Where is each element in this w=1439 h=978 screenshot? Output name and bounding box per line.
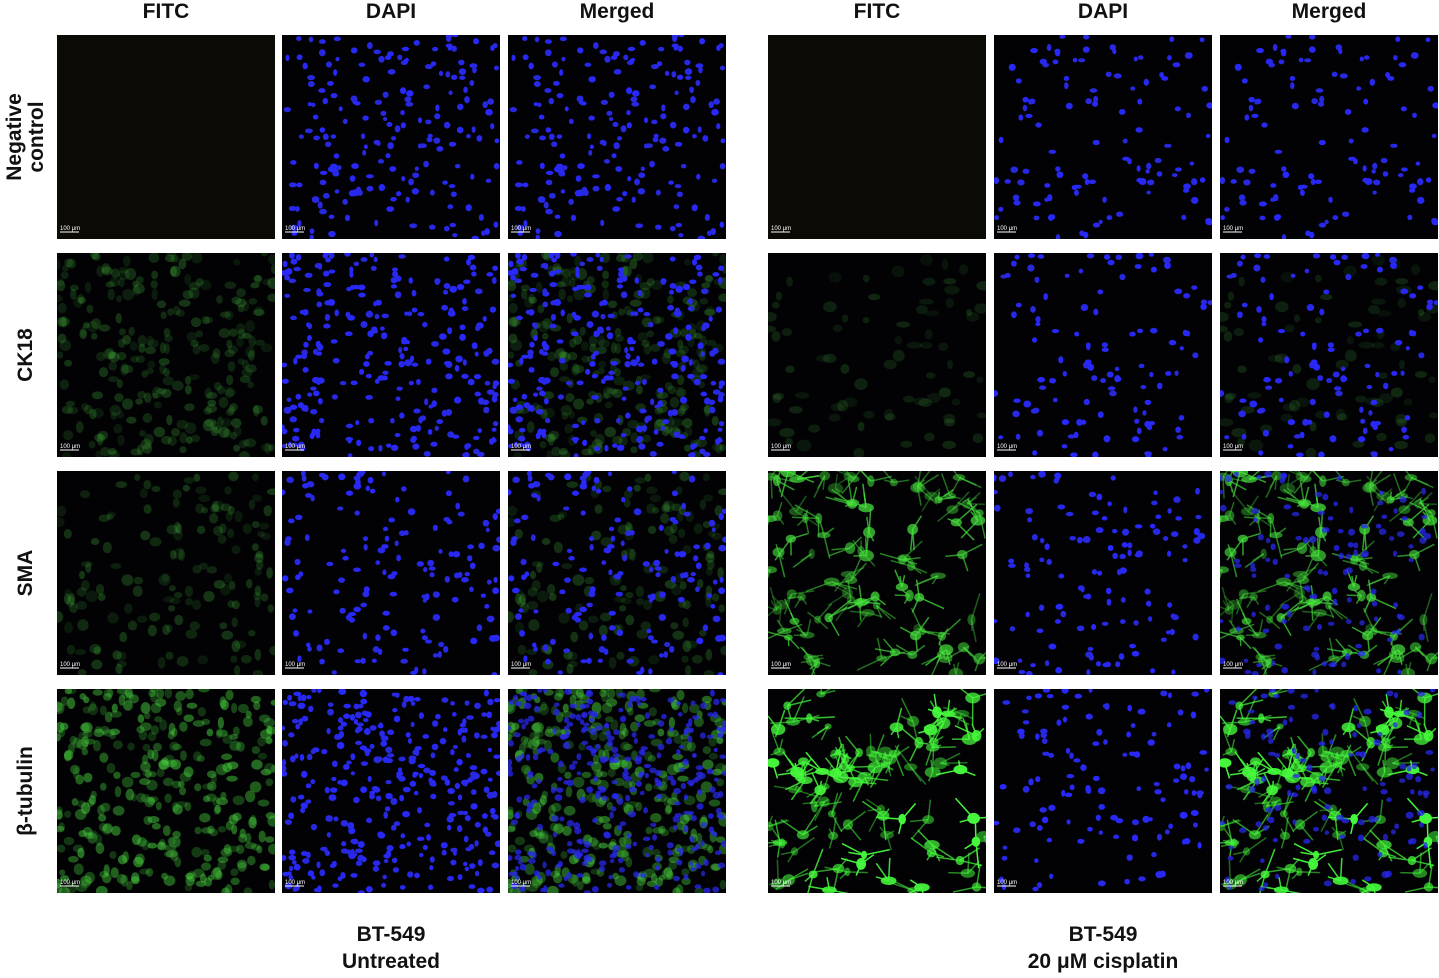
- column-header: DAPI: [1077, 0, 1129, 23]
- row-label: β-tubulin: [14, 746, 37, 836]
- row-label: SMA: [14, 549, 37, 597]
- micrograph: 100 μm: [994, 471, 1212, 675]
- micrograph: 100 μm: [994, 253, 1212, 457]
- scale-bar-label: 100 μm: [997, 880, 1017, 886]
- micrograph: 100 μm: [768, 471, 986, 675]
- scale-bar-label: 100 μm: [1223, 880, 1243, 886]
- micrograph: 100 μm: [282, 689, 500, 893]
- micrograph: 100 μm: [1220, 689, 1438, 893]
- scale-bar-label: 100 μm: [771, 880, 791, 886]
- scale-bar-label: 100 μm: [771, 226, 791, 232]
- scale-bar-label: 100 μm: [285, 226, 305, 232]
- group-caption: BT-549: [1068, 923, 1138, 946]
- scale-bar-label: 100 μm: [285, 444, 305, 450]
- scale-bar-label: 100 μm: [997, 226, 1017, 232]
- scale-bar-label: 100 μm: [511, 226, 531, 232]
- micrograph: 100 μm: [57, 471, 275, 675]
- scale-bar-label: 100 μm: [285, 662, 305, 668]
- micrograph: 100 μm: [508, 35, 726, 239]
- micrograph: 100 μm: [768, 253, 986, 457]
- row-label-line: CK18: [14, 328, 37, 382]
- micrograph: 100 μm: [508, 253, 726, 457]
- micrograph: 100 μm: [57, 253, 275, 457]
- scale-bar-label: 100 μm: [60, 226, 80, 232]
- column-header: Merged: [1291, 0, 1367, 23]
- group-caption: BT-549: [356, 923, 426, 946]
- row-label: Negative control: [3, 93, 48, 181]
- row-label-line: control: [25, 101, 48, 173]
- micrograph: 100 μm: [282, 471, 500, 675]
- micrograph: 100 μm: [1220, 253, 1438, 457]
- row-label-line: Negative: [3, 93, 26, 181]
- scale-bar-label: 100 μm: [1223, 226, 1243, 232]
- micrograph: 100 μm: [282, 35, 500, 239]
- scale-bar-label: 100 μm: [60, 444, 80, 450]
- group-caption: Untreated: [341, 950, 441, 973]
- scale-bar-label: 100 μm: [511, 880, 531, 886]
- scale-bar-label: 100 μm: [771, 662, 791, 668]
- scale-bar-label: 100 μm: [511, 662, 531, 668]
- column-header: Merged: [579, 0, 655, 23]
- micrograph: 100 μm: [768, 689, 986, 893]
- column-header: FITC: [853, 0, 901, 23]
- group-caption: 20 μM cisplatin: [1027, 950, 1179, 973]
- micrograph: 100 μm: [768, 35, 986, 239]
- micrograph: 100 μm: [57, 689, 275, 893]
- scale-bar-label: 100 μm: [771, 444, 791, 450]
- micrograph: 100 μm: [57, 35, 275, 239]
- scale-bar-label: 100 μm: [60, 662, 80, 668]
- micrograph: 100 μm: [508, 689, 726, 893]
- row-label-line: SMA: [14, 549, 37, 597]
- column-header: FITC: [142, 0, 190, 23]
- micrograph: 100 μm: [508, 471, 726, 675]
- micrograph: 100 μm: [994, 689, 1212, 893]
- row-label: CK18: [14, 328, 37, 382]
- column-header: DAPI: [365, 0, 417, 23]
- micrograph: 100 μm: [1220, 471, 1438, 675]
- row-label-line: β-tubulin: [14, 746, 37, 836]
- scale-bar-label: 100 μm: [60, 880, 80, 886]
- micrograph: 100 μm: [282, 253, 500, 457]
- micrograph: 100 μm: [994, 35, 1212, 239]
- scale-bar-label: 100 μm: [511, 444, 531, 450]
- scale-bar-label: 100 μm: [285, 880, 305, 886]
- scale-bar-label: 100 μm: [997, 444, 1017, 450]
- scale-bar-label: 100 μm: [1223, 444, 1243, 450]
- scale-bar-label: 100 μm: [1223, 662, 1243, 668]
- scale-bar-label: 100 μm: [997, 662, 1017, 668]
- micrograph: 100 μm: [1220, 35, 1438, 239]
